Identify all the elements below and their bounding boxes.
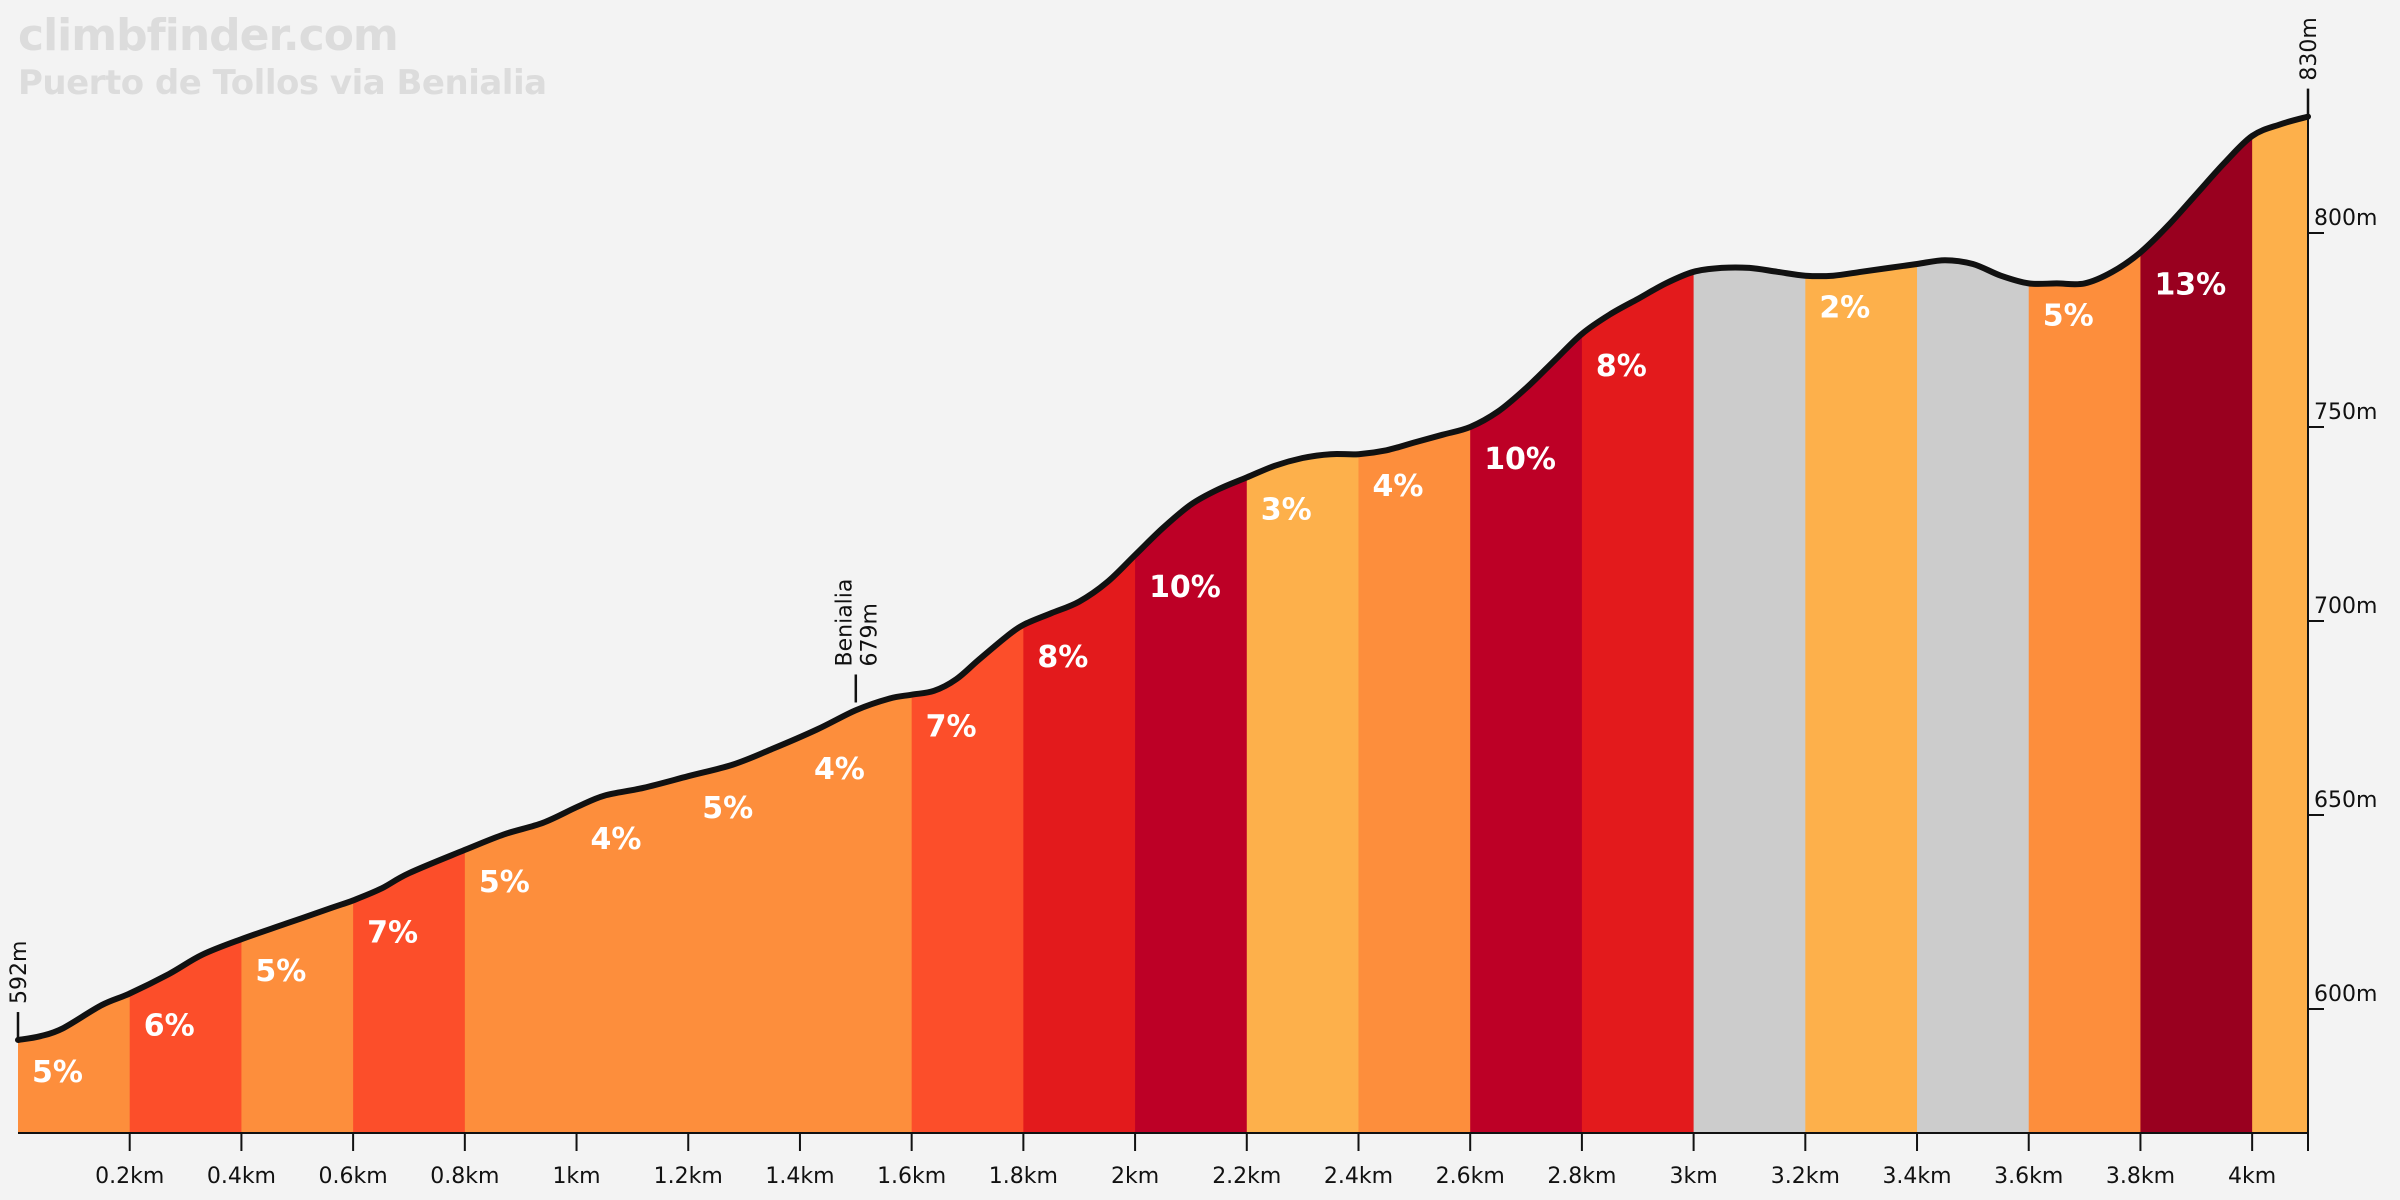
profile-line [15, 113, 2311, 1043]
marker-label: 592m [7, 941, 32, 1004]
x-tick-label: 0.2km [95, 1164, 164, 1189]
grade-segment [688, 116, 801, 1133]
y-tick-label: 750m [2314, 400, 2377, 425]
x-tick-label: 2km [1111, 1164, 1159, 1189]
axes: 0.2km 0.4km 0.6km 0.8km 1km 1.2km 1.4km 1.6km 1.… [18, 100, 2377, 1189]
x-tick-label: 3.8km [2106, 1164, 2175, 1189]
y-tick-label: 700m [2314, 594, 2377, 619]
x-tick-label: 2.8km [1547, 1164, 1616, 1189]
grade-segment [799, 116, 913, 1133]
x-tick-label: 1.2km [654, 1164, 723, 1189]
x-tick-label: 2.2km [1212, 1164, 1281, 1189]
grade-segment [1581, 116, 1695, 1133]
grade-segment [464, 116, 578, 1133]
grade-segment [1023, 116, 1136, 1133]
x-tick-label: 1km [552, 1164, 600, 1189]
grade-segment [576, 116, 689, 1133]
grade-label: 4% [1372, 469, 1423, 504]
grade-label: 10% [1149, 570, 1221, 605]
grade-segment [1358, 116, 1471, 1133]
x-tick-label: 0.6km [319, 1164, 388, 1189]
grade-label: 2% [1819, 291, 1870, 326]
climb-title: Puerto de Tollos via Benialia [18, 63, 547, 103]
grade-segment [1470, 116, 1583, 1133]
grade-segment [1917, 116, 2030, 1133]
grade-label: 13% [2154, 267, 2226, 302]
grade-label: 7% [926, 710, 977, 745]
grade-label: 5% [32, 1055, 83, 1090]
grade-label: 5% [702, 791, 753, 826]
x-tick-label: 2.6km [1436, 1164, 1505, 1189]
grade-segment [1246, 116, 1360, 1133]
x-tick-label: 1.4km [765, 1164, 834, 1189]
grade-segment [1693, 116, 1806, 1133]
grade-label: 4% [814, 752, 865, 787]
marker-label: 679m [857, 603, 882, 666]
marker-label: 830m [2297, 17, 2322, 80]
site-logo-text: climbfinder.com [18, 10, 399, 61]
marker-label: Benialia [832, 579, 857, 667]
grade-label: 5% [2043, 298, 2094, 333]
grade-segment [353, 116, 466, 1133]
grade-label: 8% [1596, 349, 1647, 384]
x-tick-label: 2.4km [1324, 1164, 1393, 1189]
grade-segment [2028, 116, 2142, 1133]
brand: climbfinder.com Puerto de Tollos via Ben… [18, 10, 547, 103]
x-tick-label: 1.6km [877, 1164, 946, 1189]
grade-segment [911, 116, 1024, 1133]
x-tick-label: 1.8km [989, 1164, 1058, 1189]
grade-label: 5% [255, 954, 306, 989]
elevation-markers: 592m Benialia 679m 830m [7, 17, 2322, 1041]
x-tick-label: 3.2km [1771, 1164, 1840, 1189]
grade-label: 8% [1037, 640, 1088, 675]
y-tick-label: 600m [2314, 982, 2377, 1007]
grade-segment [1805, 116, 1918, 1133]
grade-label: 3% [1261, 492, 1312, 527]
grade-labels: 5% 6% 5% 7% 5% 4% 5% 4% 7% 8% 10% 3% 4% 10% 8% 2% 5% 13% [32, 267, 2226, 1090]
grade-segments [18, 116, 2308, 1133]
x-tick-label: 0.8km [430, 1164, 499, 1189]
grade-label: 10% [1484, 442, 1556, 477]
grade-label: 4% [591, 822, 642, 857]
y-tick-label: 650m [2314, 788, 2377, 813]
grade-segment [2252, 116, 2308, 1133]
grade-segment [2140, 116, 2253, 1133]
grade-segment [1135, 116, 1248, 1133]
grade-label: 6% [144, 1008, 195, 1043]
x-tick-label: 4km [2228, 1164, 2276, 1189]
x-tick-label: 3km [1670, 1164, 1718, 1189]
x-tick-label: 0.4km [207, 1164, 276, 1189]
grade-label: 7% [367, 915, 418, 950]
x-tick-label: 3.6km [1994, 1164, 2063, 1189]
grade-segment [18, 116, 131, 1133]
y-tick-label: 800m [2314, 206, 2377, 231]
grade-label: 5% [479, 865, 530, 900]
x-tick-label: 3.4km [1882, 1164, 1951, 1189]
